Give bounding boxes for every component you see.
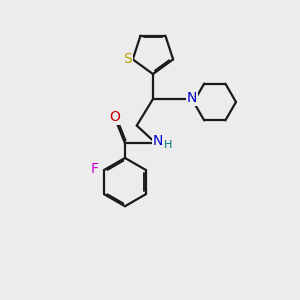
- Text: F: F: [91, 161, 99, 176]
- Text: H: H: [164, 140, 172, 150]
- Text: S: S: [123, 52, 132, 66]
- Text: N: N: [187, 92, 197, 106]
- Text: N: N: [153, 134, 164, 148]
- Text: O: O: [109, 110, 120, 124]
